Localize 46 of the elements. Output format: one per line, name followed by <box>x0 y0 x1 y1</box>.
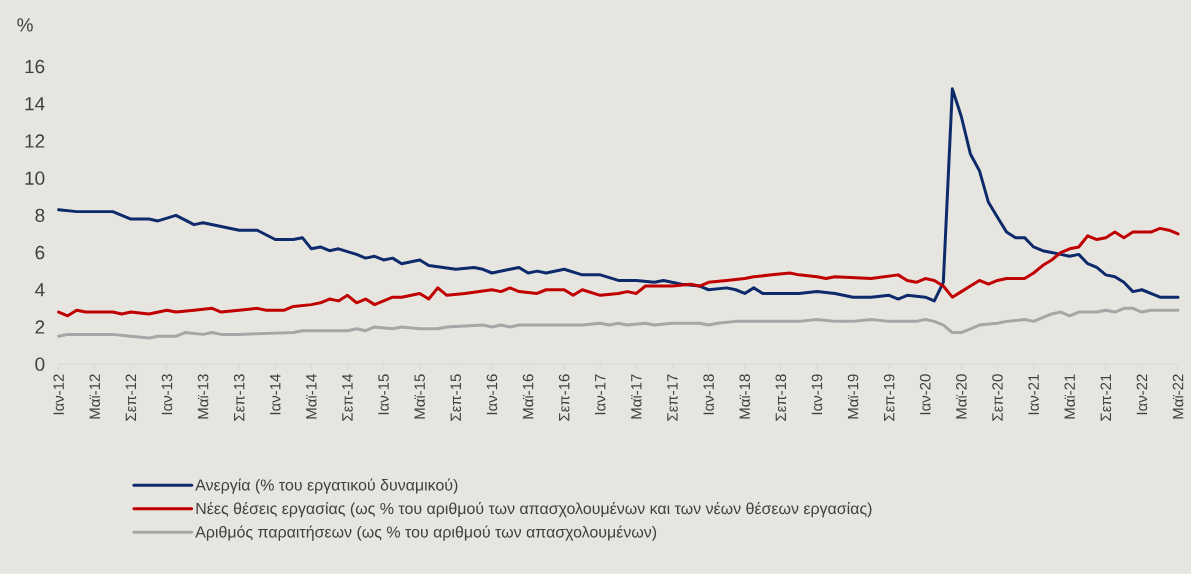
x-tick-label: Ιαν-12 <box>53 374 64 415</box>
x-tick-label: Ιαν-15 <box>378 374 389 415</box>
x-tick-label: Ιαν-19 <box>811 374 823 415</box>
y-tick-label: 12 <box>25 134 45 148</box>
x-tick-label: Σεπ-18 <box>775 374 787 421</box>
x-tick-label: Σεπ-14 <box>342 374 353 421</box>
x-tick-label: Ιαν-21 <box>1028 374 1039 415</box>
x-tick-label: Μαϊ-17 <box>631 374 642 419</box>
y-tick-label: 14 <box>25 97 45 111</box>
x-tick-label: Σεπ-12 <box>125 374 137 421</box>
y-tick-label: 2 <box>35 320 45 334</box>
legend-label: Νέες θέσεις εργασίας (ως % του αριθμού των απασχολουμένων και των νέων θέσεων εργασίας) <box>196 502 872 518</box>
x-tick-label: Μαϊ-16 <box>522 374 534 419</box>
legend-label: Αριθμός παραιτήσεων (ως % του αριθμού των απασχολουμένων) <box>195 525 657 541</box>
y-tick-label: 10 <box>25 171 45 186</box>
y-tick-label: 4 <box>35 283 45 297</box>
x-tick-label: Ιαν-22 <box>1136 374 1148 415</box>
x-tick-label: Μαϊ-14 <box>306 374 317 419</box>
y-tick-label: 0 <box>35 357 45 372</box>
x-tick-label: Σεπ-21 <box>1100 374 1112 421</box>
x-tick-label: Μαϊ-22 <box>1172 374 1184 419</box>
x-tick-label: Σεπ-20 <box>992 374 1003 421</box>
y-tick-label: 8 <box>35 208 45 223</box>
y-tick-label: 16 <box>25 60 45 74</box>
x-tick-label: Μαϊ-21 <box>1064 374 1075 419</box>
x-tick-label: Ιαν-20 <box>919 374 931 415</box>
x-tick-label: Μαϊ-20 <box>956 374 967 419</box>
x-tick-label: Σεπ-13 <box>233 374 245 421</box>
x-tick-label: Ιαν-13 <box>161 374 173 415</box>
y-axis-title: % <box>17 18 33 32</box>
x-tick-label: Ιαν-16 <box>486 374 498 415</box>
x-tick-label: Σεπ-19 <box>883 374 895 421</box>
x-tick-label: Μαϊ-13 <box>197 374 209 419</box>
x-tick-label: Μαϊ-15 <box>414 374 425 419</box>
x-tick-label: Ιαν-17 <box>595 374 606 415</box>
x-tick-label: Ιαν-18 <box>703 374 714 415</box>
y-tick-label: 6 <box>35 246 45 260</box>
x-tick-label: Μαϊ-12 <box>89 374 101 419</box>
x-tick-label: Σεπ-16 <box>558 374 570 421</box>
x-tick-label: Μαϊ-18 <box>739 374 751 419</box>
legend-label: Ανεργία (% του εργατικού δυναμικού) <box>195 478 458 494</box>
line-series <box>57 227 1180 318</box>
x-tick-label: Μαϊ-19 <box>847 374 859 419</box>
x-tick-label: Σεπ-17 <box>667 374 678 421</box>
x-tick-label: Ιαν-14 <box>270 374 281 415</box>
x-tick-label: Σεπ-15 <box>450 374 462 421</box>
